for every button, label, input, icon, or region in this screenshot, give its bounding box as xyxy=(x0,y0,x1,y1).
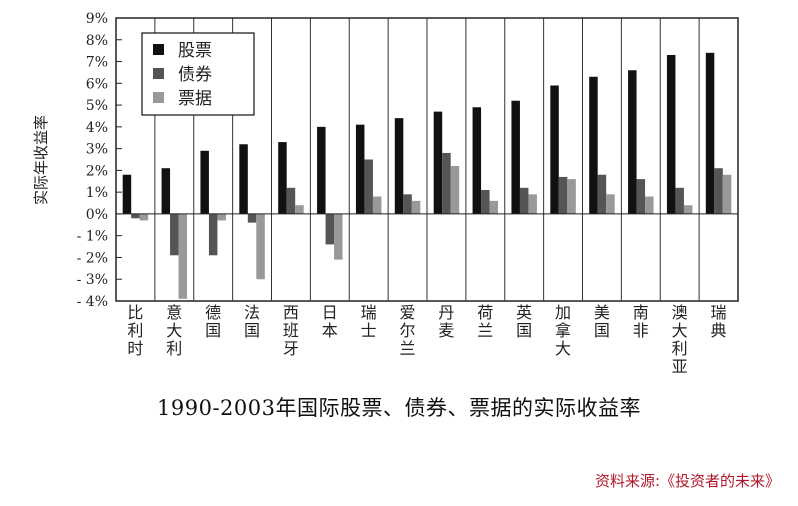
bar-stocks xyxy=(355,124,365,214)
bar-bonds xyxy=(597,174,607,214)
bar-bills xyxy=(139,213,149,221)
y-tick-label: 6% xyxy=(86,76,108,92)
x-tick-label: 瑞士 xyxy=(361,303,377,340)
bar-bills xyxy=(489,200,499,214)
x-tick-label: 加拿大 xyxy=(555,303,571,358)
bar-bonds xyxy=(286,187,296,214)
x-tick-label: 澳大利亚 xyxy=(672,303,688,376)
legend-label-bonds: 债券 xyxy=(178,65,212,85)
y-tick-label: - 1% xyxy=(77,229,108,245)
x-tick-label: 英国 xyxy=(516,303,532,340)
y-tick-label: 3% xyxy=(86,142,108,158)
x-tick-label: 美国 xyxy=(594,303,610,340)
x-tick-label: 意大利 xyxy=(166,303,182,358)
bar-stocks xyxy=(628,70,637,214)
bar-stocks xyxy=(433,111,443,214)
bar-bills xyxy=(334,213,343,260)
bar-bonds xyxy=(636,179,646,214)
bar-stocks xyxy=(239,144,248,214)
y-tick-label: 1% xyxy=(86,185,108,201)
bar-bills xyxy=(372,196,382,214)
bar-bills xyxy=(645,196,654,214)
bar-bonds xyxy=(403,194,412,214)
bar-bills xyxy=(567,179,576,214)
y-tick-label: 4% xyxy=(86,120,108,136)
bar-bonds xyxy=(131,213,140,219)
y-tick-label: - 3% xyxy=(77,272,108,288)
bar-bills xyxy=(606,194,615,214)
x-tick-label: 瑞典 xyxy=(711,303,727,340)
bar-bills xyxy=(722,174,732,214)
bar-stocks xyxy=(705,52,715,214)
bar-bonds xyxy=(714,168,723,214)
bar-bonds xyxy=(519,187,529,214)
bar-stocks xyxy=(161,168,171,214)
x-tick-label: 比利时 xyxy=(127,303,143,358)
bar-bonds xyxy=(208,213,218,256)
bar-stocks xyxy=(550,85,559,214)
y-tick-label: 9% xyxy=(86,11,108,27)
x-tick-label: 西班牙 xyxy=(283,303,299,358)
bar-bonds xyxy=(364,159,373,214)
x-tick-label: 南非 xyxy=(633,303,649,340)
legend-label-stocks: 股票 xyxy=(178,41,212,61)
bar-stocks xyxy=(472,107,482,214)
bar-stocks xyxy=(589,76,598,214)
bar-bonds xyxy=(675,187,684,214)
bar-bills xyxy=(217,213,226,221)
x-tick-label: 日本 xyxy=(322,303,338,340)
y-tick-label: 7% xyxy=(86,55,108,71)
bar-bonds xyxy=(170,213,179,256)
x-tick-label: 爱尔兰 xyxy=(400,303,416,358)
y-tick-label: 5% xyxy=(86,98,108,114)
legend-swatch-stocks xyxy=(153,44,164,55)
legend-swatch-bills xyxy=(153,92,164,103)
bar-stocks xyxy=(511,100,520,214)
bar-bills xyxy=(411,200,421,214)
bar-bonds xyxy=(481,189,490,214)
bar-stocks xyxy=(122,174,132,214)
bar-bonds xyxy=(325,213,335,245)
bar-stocks xyxy=(278,142,287,214)
y-tick-label: 0% xyxy=(86,207,108,223)
legend-label-bills: 票据 xyxy=(178,89,212,109)
bar-bonds xyxy=(558,176,568,214)
y-tick-label: 2% xyxy=(86,163,108,179)
bar-bills xyxy=(528,194,537,214)
y-tick-label: - 2% xyxy=(77,250,108,266)
x-tick-label: 德国 xyxy=(205,303,221,340)
bar-stocks xyxy=(317,126,326,214)
x-tick-label: 荷兰 xyxy=(477,303,493,340)
legend-swatch-bonds xyxy=(153,68,164,79)
bar-bills xyxy=(256,213,265,280)
bar-bonds xyxy=(247,213,257,223)
bar-bills xyxy=(178,213,188,299)
bar-stocks xyxy=(666,55,676,214)
bar-stocks xyxy=(200,150,209,214)
legend: 股票 债券 票据 xyxy=(141,32,255,116)
bar-bonds xyxy=(442,152,451,214)
source-note: 资料来源:《投资者的未来》 xyxy=(594,472,780,490)
bar-bills xyxy=(683,205,693,214)
y-tick-label: 8% xyxy=(86,33,108,49)
x-tick-label: 法国 xyxy=(244,303,260,340)
x-tick-label: 丹麦 xyxy=(438,303,454,340)
y-tick-label: - 4% xyxy=(77,294,108,310)
bar-stocks xyxy=(394,118,404,214)
bar-chart: - 4% - 3% - 2% - 1% 0% 1% 2% 3% 4% 5% 6% 7% 8% 9% 比利时 意… xyxy=(32,11,739,376)
bar-bills xyxy=(450,166,460,214)
y-axis-label: 实际年收益率 xyxy=(32,115,50,205)
bar-bills xyxy=(295,205,304,214)
chart-caption: 1990-2003年国际股票、债券、票据的实际收益率 xyxy=(157,396,641,420)
